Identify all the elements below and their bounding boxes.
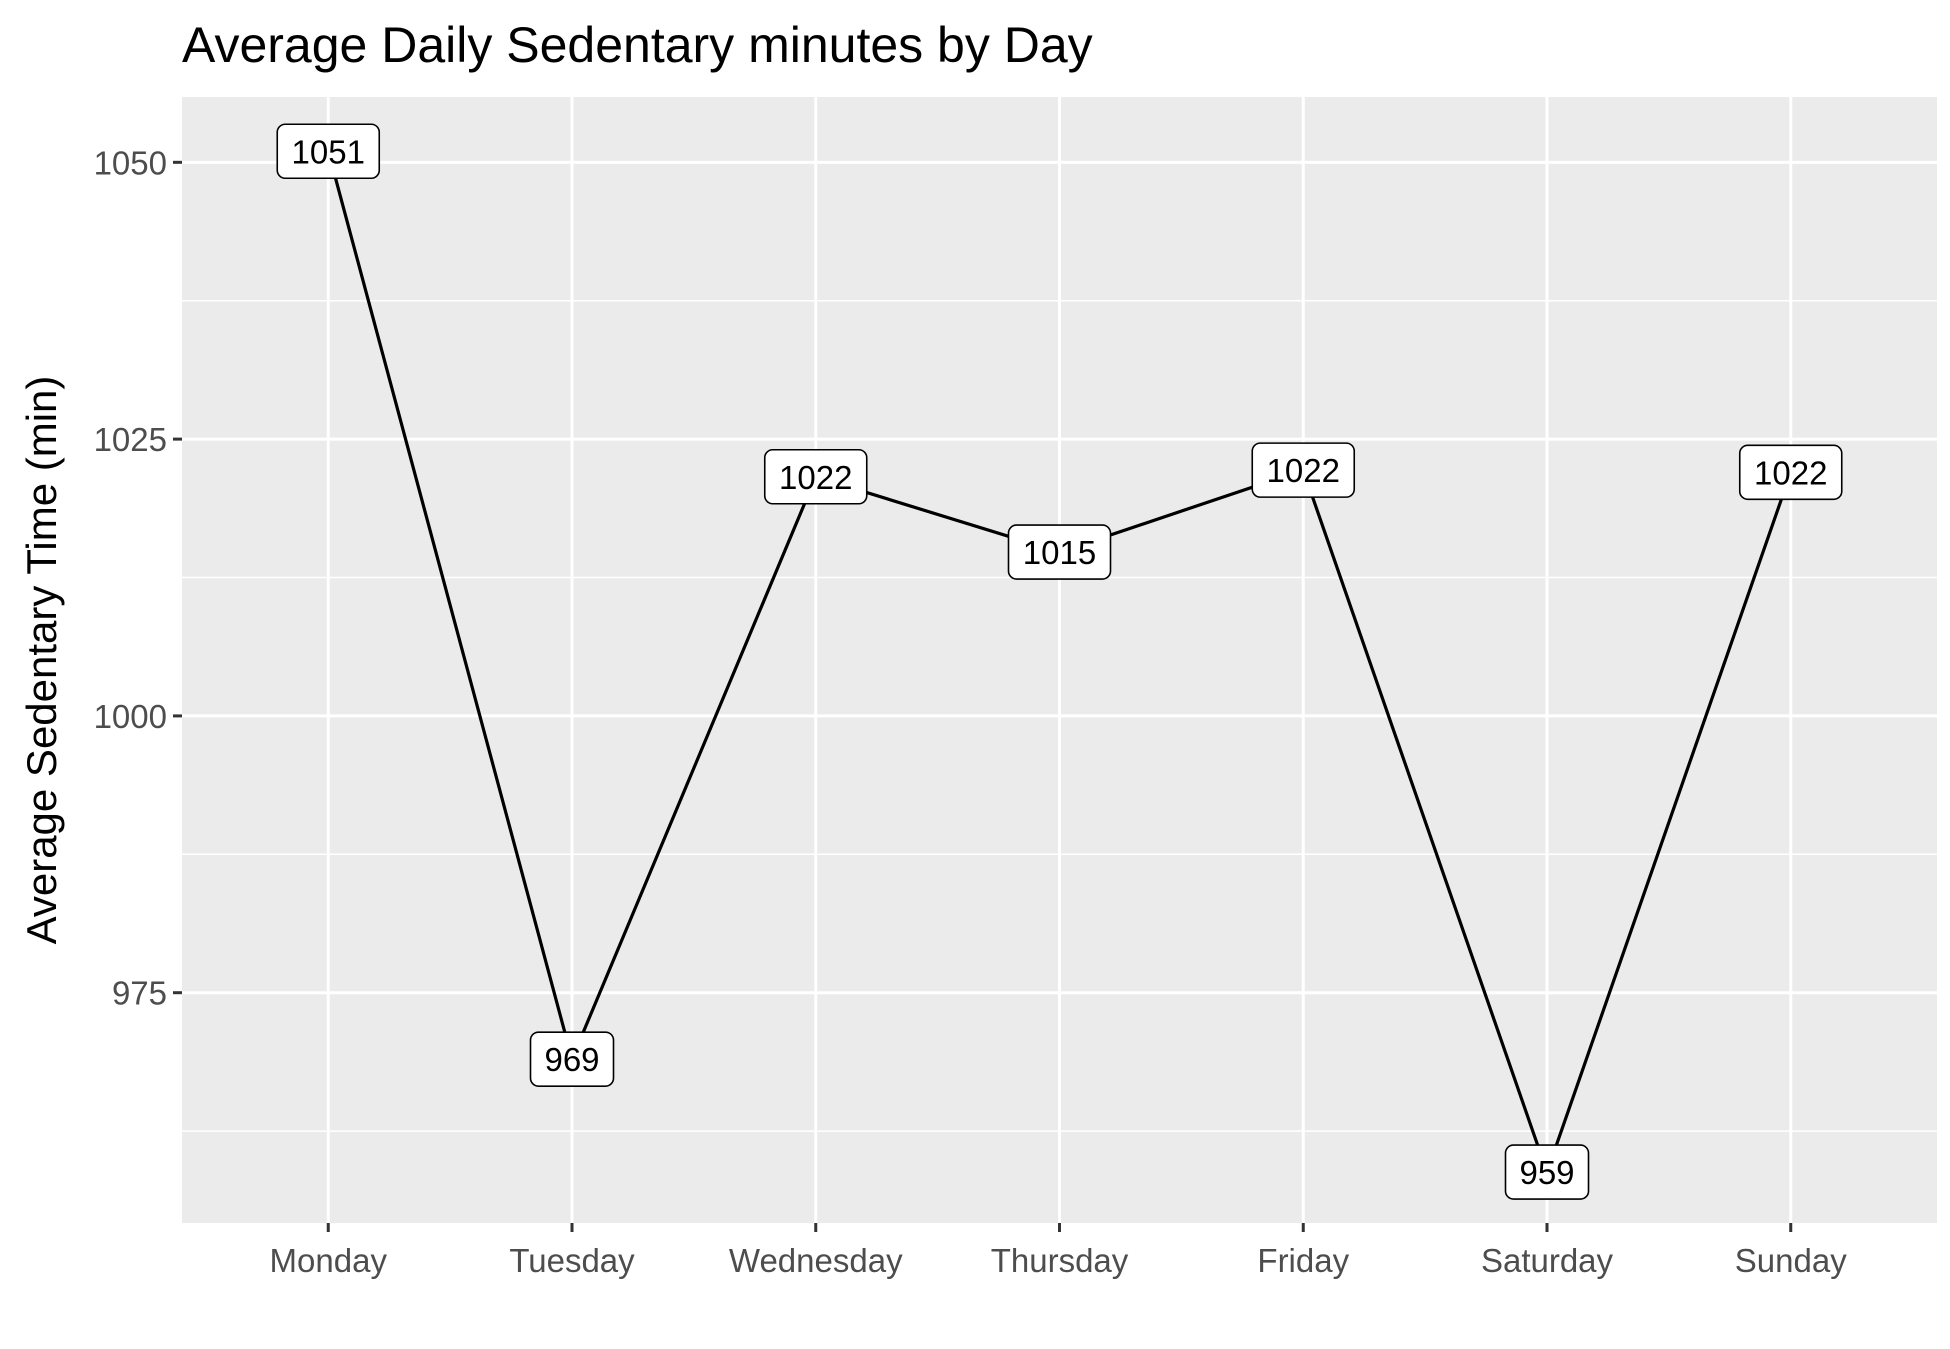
data-label-box xyxy=(1504,1144,1590,1200)
data-label-text: 1022 xyxy=(779,459,852,496)
data-label-text: 1022 xyxy=(1754,454,1827,491)
data-label-box xyxy=(529,1031,615,1087)
x-tick-label: Tuesday xyxy=(509,1242,635,1279)
data-labels: 1051 969 1022 1015 1022 959 1022 xyxy=(276,123,1843,1200)
x-tick-label: Monday xyxy=(270,1242,388,1279)
x-tick-label: Thursday xyxy=(991,1242,1129,1279)
data-label: 959 xyxy=(1504,1144,1590,1200)
data-label-box xyxy=(1738,444,1843,501)
data-label: 969 xyxy=(529,1031,615,1087)
data-label-box xyxy=(1251,442,1356,498)
data-label: 1022 xyxy=(763,448,868,505)
data-label-box xyxy=(763,448,868,505)
data-label-box xyxy=(1007,524,1112,580)
y-tick-label: 975 xyxy=(112,975,167,1012)
y-axis-title: Average Sedentary Time (min) xyxy=(18,376,65,945)
x-tick-label: Friday xyxy=(1257,1242,1349,1279)
data-label: 1051 xyxy=(276,123,381,180)
x-tick-label: Wednesday xyxy=(729,1242,903,1279)
x-axis: Monday Tuesday Wednesday Thursday Friday Satu… xyxy=(270,1223,1847,1279)
data-label-text: 969 xyxy=(544,1041,599,1078)
data-label: 1022 xyxy=(1738,444,1843,501)
chart-title: Average Daily Sedentary minutes by Day xyxy=(182,17,1093,73)
y-tick-label: 1000 xyxy=(94,698,167,735)
data-label-text: 1015 xyxy=(1023,534,1096,571)
data-label: 1022 xyxy=(1251,442,1356,498)
y-tick-label: 1025 xyxy=(94,421,167,458)
data-label-text: 1022 xyxy=(1267,452,1340,489)
y-tick-label: 1050 xyxy=(94,144,167,181)
x-tick-label: Saturday xyxy=(1481,1242,1614,1279)
x-tick-label: Sunday xyxy=(1735,1242,1847,1279)
data-label-box xyxy=(276,123,381,180)
data-label-text: 1051 xyxy=(292,133,365,170)
y-axis: 975 1000 1025 1050 xyxy=(94,144,182,1012)
data-label: 1015 xyxy=(1007,524,1112,580)
data-label-text: 959 xyxy=(1519,1154,1574,1191)
